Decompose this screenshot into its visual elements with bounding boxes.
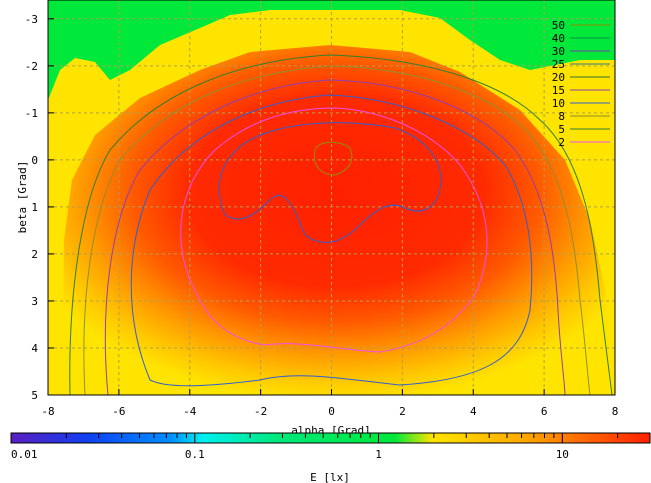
y-axis-label: beta [Grad]: [16, 161, 29, 234]
legend-label: 40: [552, 32, 565, 45]
legend-entry: 8: [558, 110, 610, 123]
colorbar-ticks: 0.01 0.1 1 10: [10, 433, 651, 461]
contour-peak: [313, 141, 353, 176]
legend-entry: 25: [552, 58, 610, 71]
legend-entry: 30: [552, 45, 610, 58]
x-tick-label: -6: [112, 405, 125, 418]
contour-4: [130, 94, 533, 387]
colorbar: 0.01 0.1 1 10 E [lx]: [10, 432, 651, 483]
x-tick-label: 4: [470, 405, 477, 418]
legend-label: 20: [552, 71, 565, 84]
y-tick-label: 5: [31, 389, 38, 402]
x-axis-ticks: -8 -6 -4 -2 0 2 4 6 8: [41, 389, 618, 418]
y-tick-label: 1: [31, 201, 38, 214]
legend-label: 25: [552, 58, 565, 71]
legend-label: 8: [558, 110, 565, 123]
legend-entry: 50: [552, 19, 610, 32]
y-axis-ticks: -3 -2 -1 0 1 2 3 4 5: [25, 13, 54, 402]
y-tick-label: -1: [25, 107, 38, 120]
legend-label: 30: [552, 45, 565, 58]
legend-entry: 40: [552, 32, 610, 45]
contour-outer: [69, 54, 613, 395]
heatmap-area: [48, 0, 615, 395]
legend-entry: 10: [552, 97, 610, 110]
contour-lines: [69, 54, 613, 395]
y-tick-label: 0: [31, 154, 38, 167]
y-tick-label: 4: [31, 342, 38, 355]
legend-entry: 20: [552, 71, 610, 84]
contour-5: [180, 107, 488, 353]
contour-6: [218, 122, 442, 243]
colorbar-tick-label: 0.1: [185, 448, 205, 461]
legend-entry: 15: [552, 84, 610, 97]
colorbar-label: E [lx]: [310, 471, 350, 483]
contour-3: [104, 79, 566, 395]
y-tick-label: 2: [31, 248, 38, 261]
colorbar-tick-label: 0.01: [11, 448, 38, 461]
legend-label: 15: [552, 84, 565, 97]
legend-entry: 5: [558, 123, 610, 136]
legend-label: 5: [558, 123, 565, 136]
legend-label: 10: [552, 97, 565, 110]
y-tick-label: -2: [25, 60, 38, 73]
legend-label: 50: [552, 19, 565, 32]
x-tick-label: 2: [399, 405, 406, 418]
x-tick-label: 6: [541, 405, 548, 418]
colorbar-tick-label: 1: [375, 448, 382, 461]
x-tick-label: -2: [254, 405, 267, 418]
x-tick-label: 8: [612, 405, 619, 418]
x-tick-label: -4: [183, 405, 197, 418]
contour-2: [83, 65, 591, 395]
legend-entry: 2: [558, 136, 610, 149]
legend-label: 2: [558, 136, 565, 149]
x-tick-label: -8: [41, 405, 54, 418]
y-tick-label: -3: [25, 13, 38, 26]
y-tick-label: 3: [31, 295, 38, 308]
colorbar-tick-label: 10: [556, 448, 569, 461]
x-tick-label: 0: [328, 405, 335, 418]
